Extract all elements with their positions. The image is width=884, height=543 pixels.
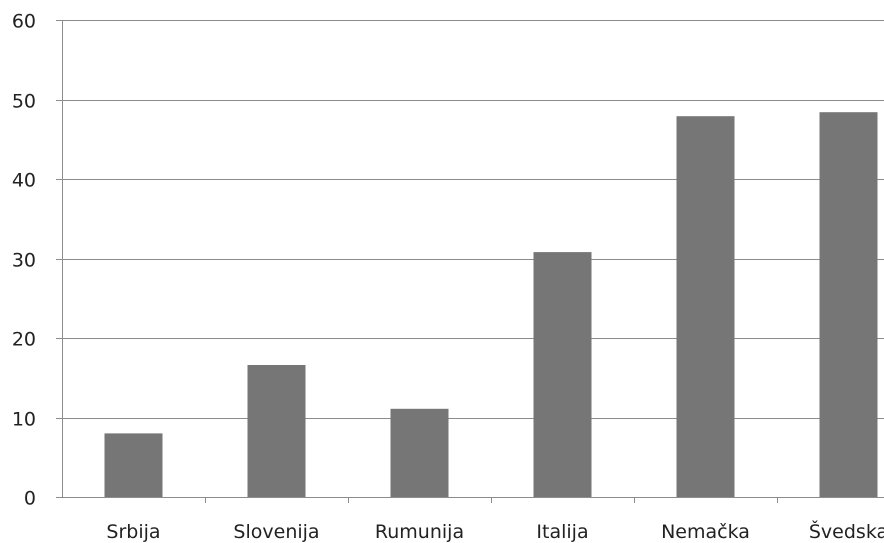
category-label: Švedska	[809, 519, 884, 543]
category-label: Srbija	[106, 521, 160, 543]
category-label: Nemačka	[661, 521, 750, 543]
bars	[104, 112, 878, 497]
axes	[56, 20, 884, 503]
y-tick-label: 50	[12, 91, 36, 113]
y-tick-label: 0	[24, 488, 36, 510]
y-tick-label: 60	[12, 11, 36, 33]
y-tick-label: 10	[12, 409, 36, 431]
gridlines	[56, 20, 884, 419]
category-label: Italija	[536, 521, 588, 543]
bar-rumunija	[390, 408, 449, 497]
category-label: Rumunija	[375, 521, 464, 543]
bar-srbija	[104, 433, 163, 497]
y-tick-label: 30	[12, 250, 36, 272]
category-labels: Srbija Slovenija Rumunija Italija Nemačka Šve…	[106, 519, 884, 543]
bar-slovenija	[247, 365, 306, 497]
bar-švedska	[819, 112, 878, 497]
bar-nemačka	[676, 116, 735, 497]
y-tick-label: 40	[12, 170, 36, 192]
y-tick-label: 20	[12, 329, 36, 351]
category-label: Slovenija	[233, 521, 319, 543]
bar-italija	[533, 252, 592, 497]
y-tick-labels: 0 10 20 30 40 50 60	[12, 11, 36, 510]
